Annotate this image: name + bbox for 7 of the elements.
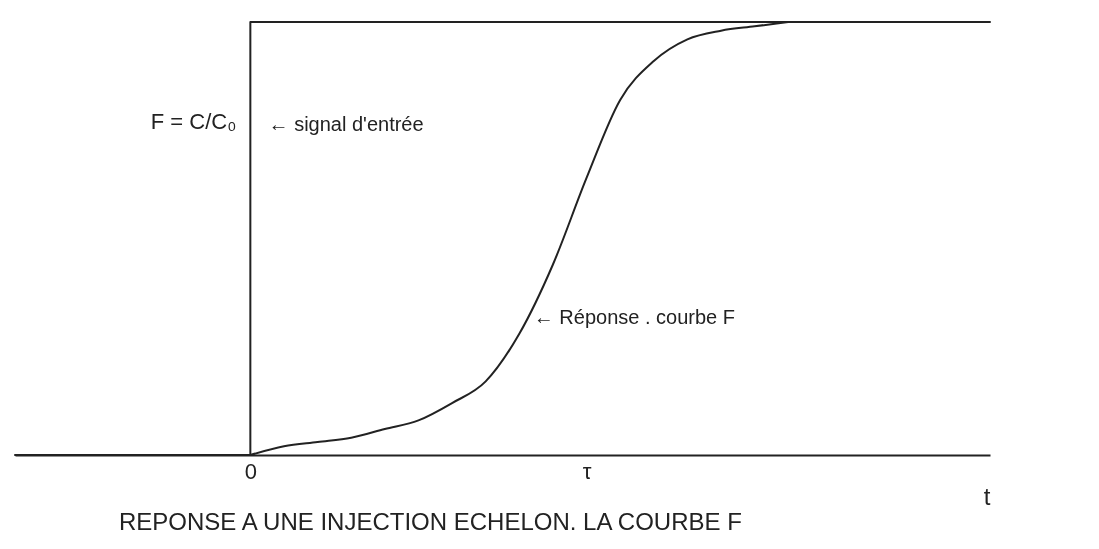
text: REPONSE A UNE INJECTION ECHELON. LA COURBE F: [119, 508, 742, 535]
x-tick-label: 0: [244, 458, 257, 484]
y-axis-title: F = C/C₀: [150, 108, 237, 134]
annotation: ← signal d'entrée: [268, 113, 424, 136]
x-axis-title: t: [983, 482, 991, 510]
x-tick-label: τ: [582, 458, 592, 484]
annotation: ← Réponse . courbe F: [533, 306, 736, 329]
